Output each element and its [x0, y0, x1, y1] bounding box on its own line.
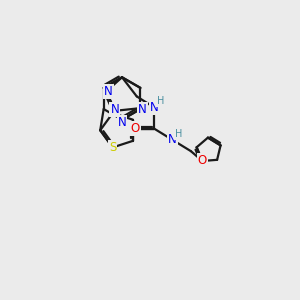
Text: N: N	[138, 103, 147, 116]
Text: N: N	[110, 103, 119, 116]
Text: O: O	[130, 122, 140, 135]
Text: H: H	[176, 128, 183, 139]
Text: H: H	[157, 96, 165, 106]
Text: N: N	[150, 101, 159, 114]
Text: O: O	[198, 154, 207, 167]
Text: N: N	[168, 134, 177, 146]
Text: N: N	[118, 116, 126, 129]
Text: N: N	[104, 85, 113, 98]
Text: S: S	[109, 141, 116, 154]
